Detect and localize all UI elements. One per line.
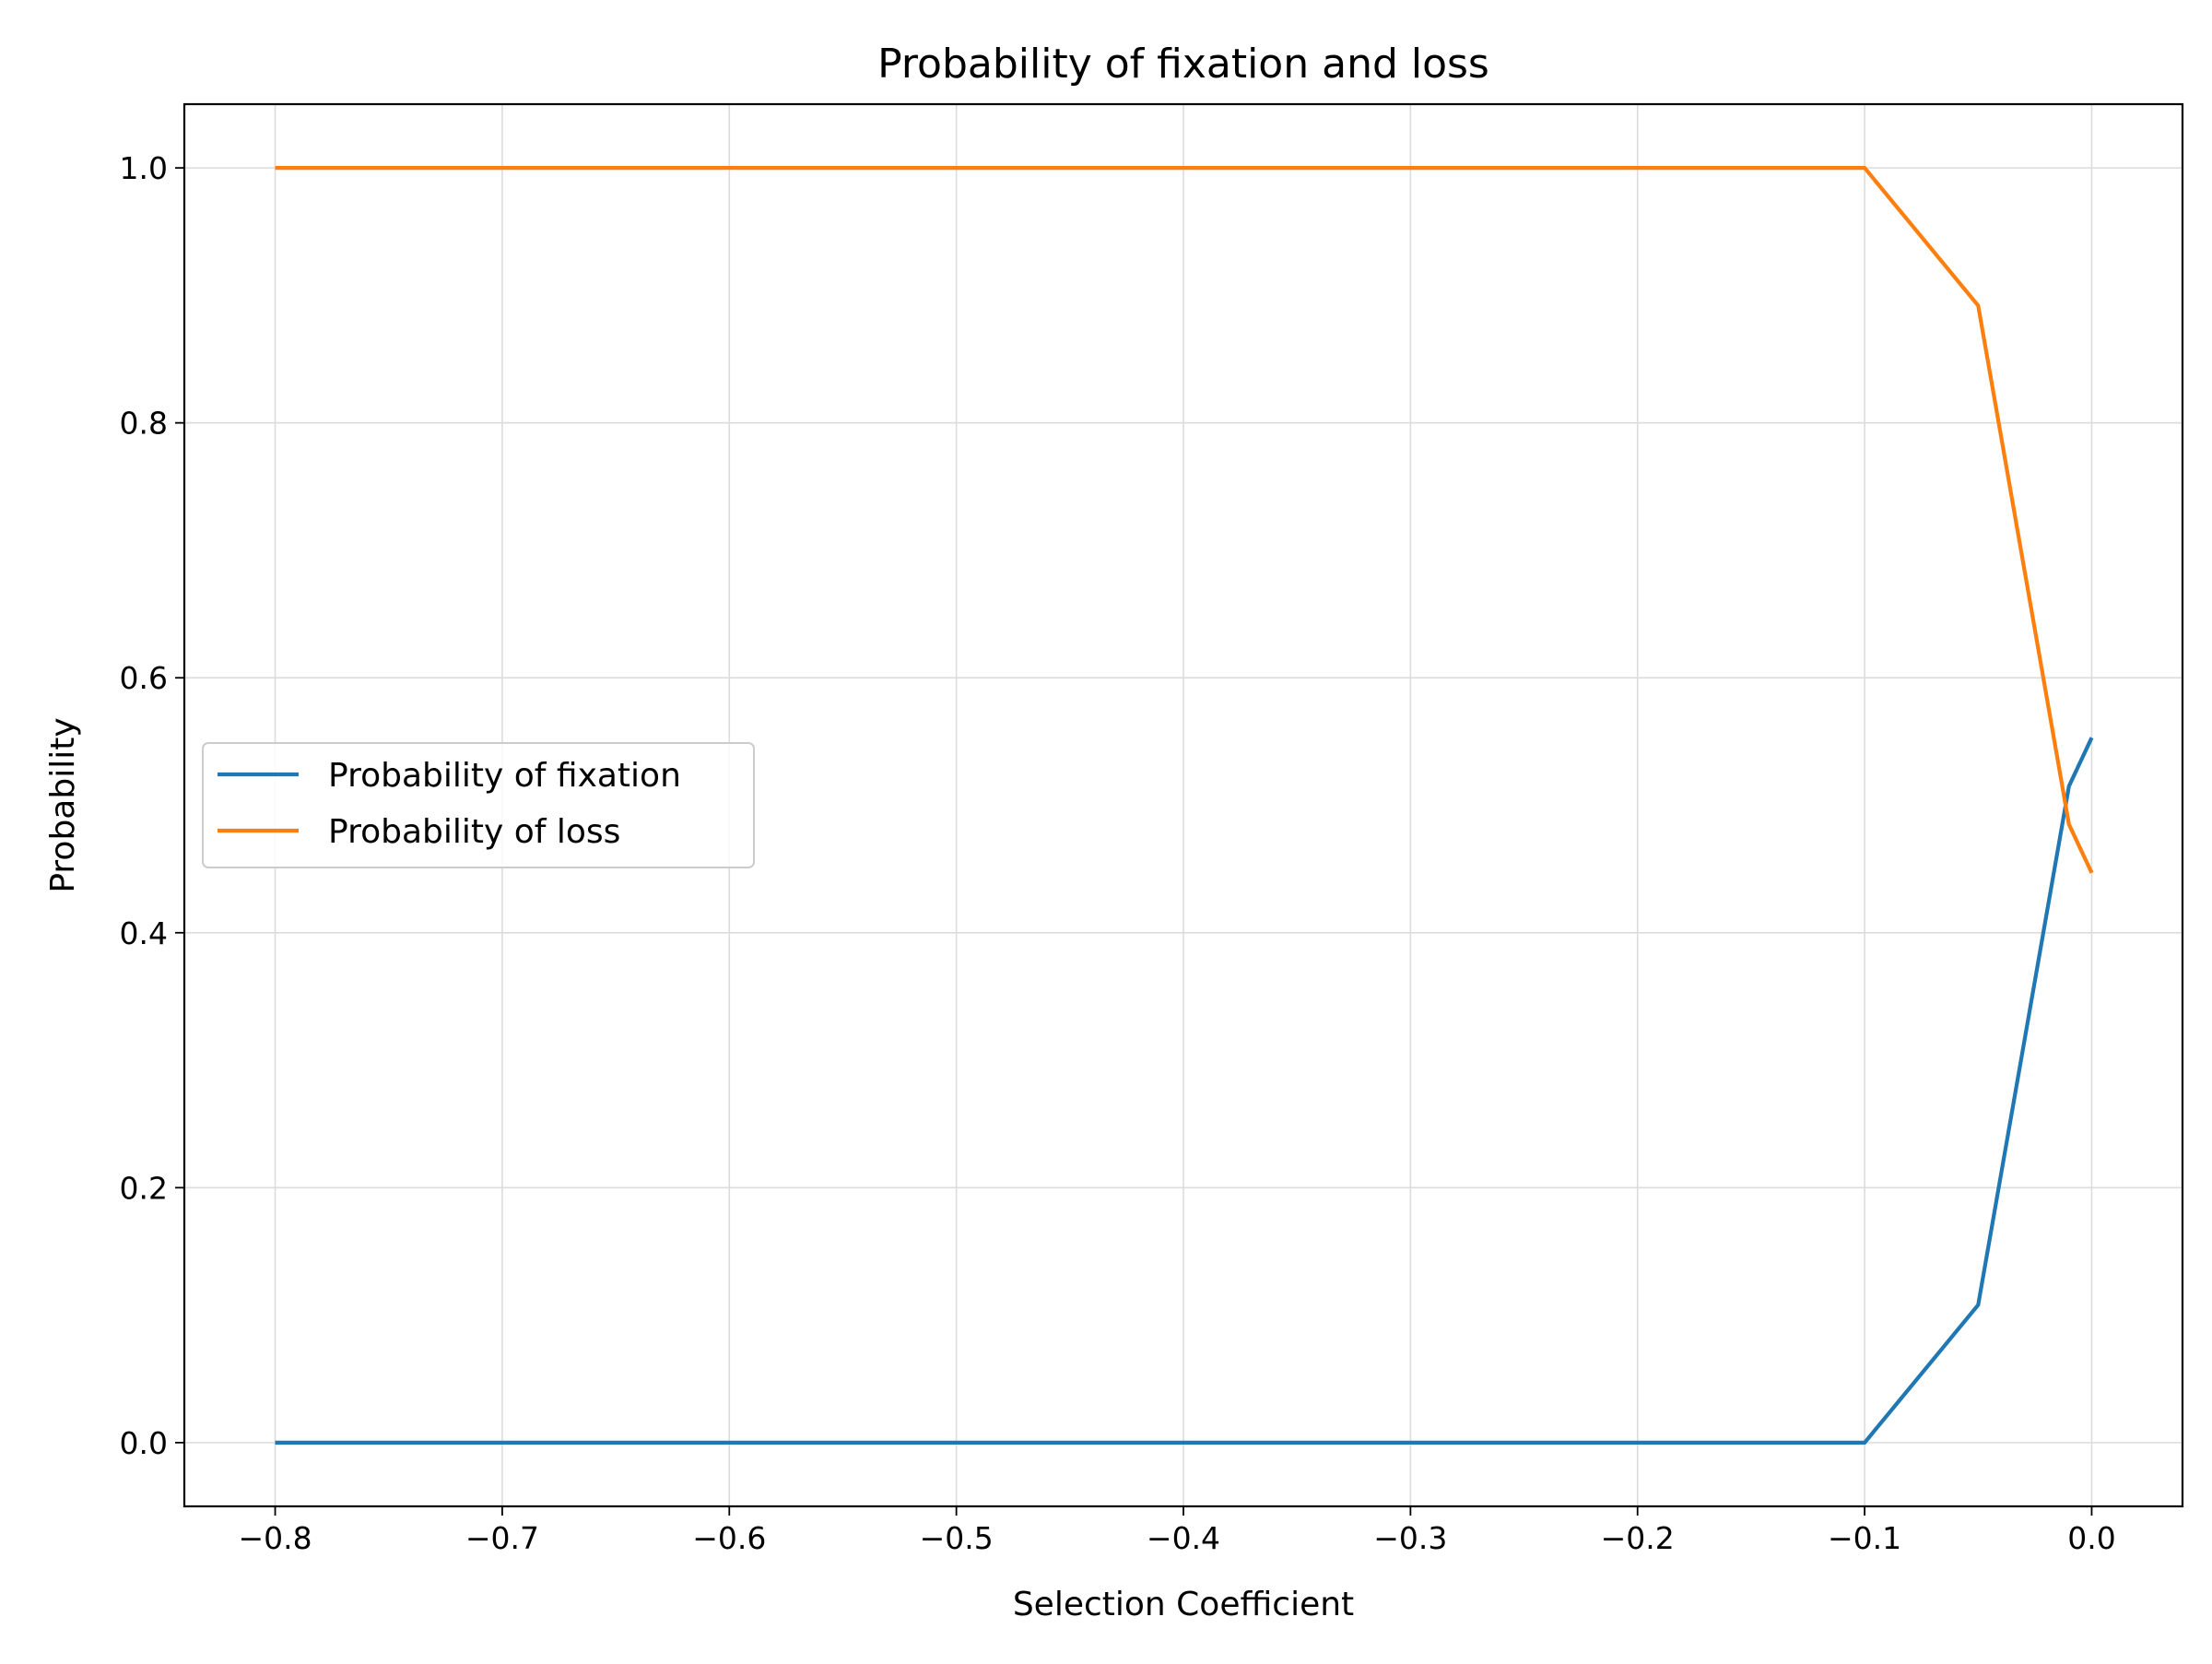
y-tick-label: 1.0	[120, 150, 168, 186]
legend: Probability of fixation Probability of lo…	[202, 742, 755, 868]
x-tick-label: −0.8	[238, 1520, 312, 1556]
x-tick-label: −0.6	[692, 1520, 766, 1556]
legend-entry-label: Probability of loss	[328, 813, 620, 851]
x-tick-label: 0.0	[2067, 1520, 2115, 1556]
y-axis-label: Probability	[44, 717, 82, 892]
y-tick-label: 0.0	[120, 1425, 168, 1461]
x-tick-label: −0.7	[465, 1520, 539, 1556]
series-lines	[275, 166, 2094, 1446]
x-tick-label: −0.5	[920, 1520, 994, 1556]
y-tick-label: 0.6	[120, 660, 168, 696]
y-tick-label: 0.2	[120, 1170, 168, 1206]
x-tick-label: −0.1	[1828, 1520, 1901, 1556]
x-tick-label: −0.3	[1373, 1520, 1447, 1556]
x-axis-label: Selection Coefficient	[1013, 1586, 1354, 1623]
series-line-loss	[275, 166, 2094, 874]
x-axis-ticks: −0.8 −0.7 −0.6 −0.5 −0.4 −0.3 −0.2 −0.1 0.0	[238, 1506, 2116, 1556]
x-tick-label: −0.2	[1601, 1520, 1675, 1556]
legend-entry-label: Probability of fixation	[328, 757, 681, 795]
x-tick-label: −0.4	[1147, 1520, 1220, 1556]
y-axis-ticks: 0.0 0.2 0.4 0.6 0.8 1.0	[120, 150, 184, 1461]
y-tick-label: 0.8	[120, 406, 168, 442]
legend-box	[202, 742, 755, 868]
series-line-fixation	[275, 737, 2094, 1446]
y-tick-label: 0.4	[120, 915, 168, 951]
chart-title: Probability of fixation and loss	[877, 41, 1489, 88]
